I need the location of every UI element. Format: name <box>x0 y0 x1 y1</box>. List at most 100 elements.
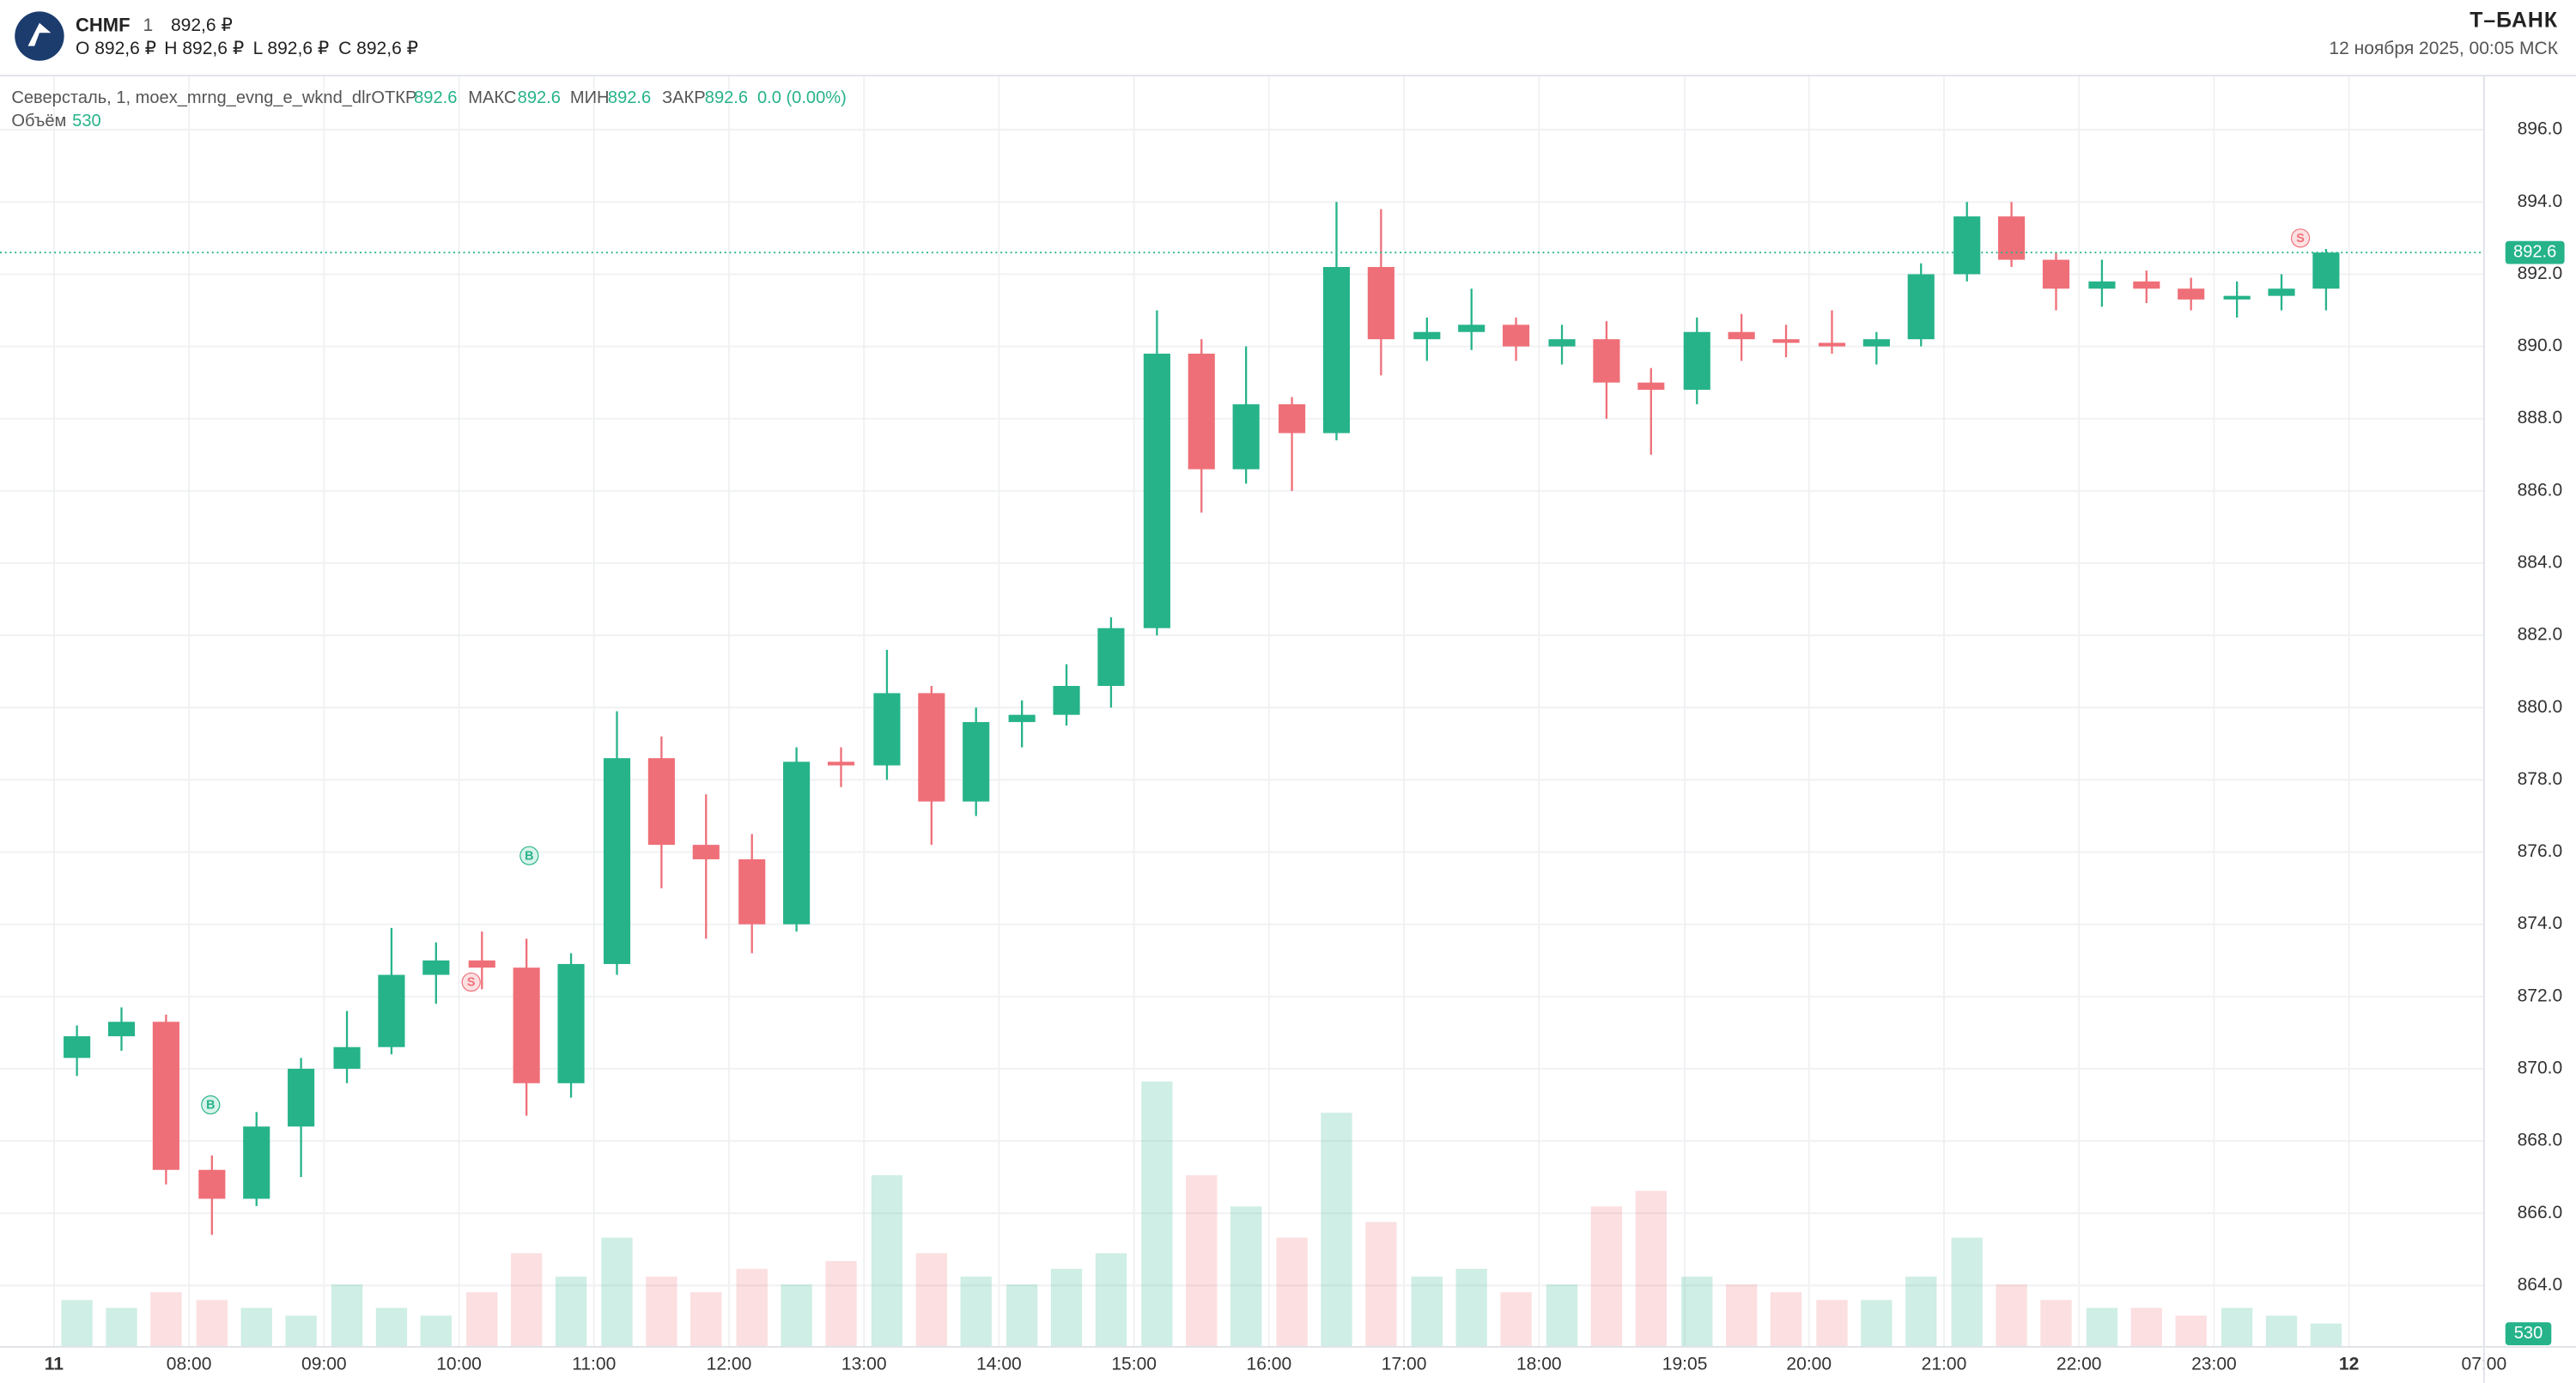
volume-bar <box>1725 1284 1758 1347</box>
volume-bar <box>106 1307 137 1347</box>
candle-body <box>1907 274 1935 340</box>
candle-body <box>243 1126 270 1199</box>
candle-body <box>1279 403 1306 434</box>
volume-bar <box>511 1253 543 1347</box>
volume-bar <box>1546 1284 1578 1347</box>
volume-bar <box>331 1284 363 1347</box>
candle-body <box>2312 252 2340 289</box>
legend-value: 892.6 <box>414 88 457 107</box>
y-tick-label: 888.0 <box>2518 408 2563 428</box>
volume-bar <box>1635 1191 1667 1347</box>
volume-bar <box>2265 1315 2298 1347</box>
y-tick-label: 892.0 <box>2518 264 2563 283</box>
logo[interactable] <box>15 11 64 61</box>
volume-bar <box>1861 1300 1893 1347</box>
y-tick-label: 872.0 <box>2518 986 2563 1005</box>
x-tick-label: 12 <box>2339 1355 2359 1374</box>
trade-marker[interactable] <box>2290 228 2311 248</box>
trade-marker-label: S <box>467 976 476 990</box>
y-tick-label: 884.0 <box>2518 553 2563 573</box>
volume-bar <box>960 1277 992 1347</box>
candle-body <box>1862 339 1890 347</box>
x-tick-label: 13:00 <box>841 1355 887 1374</box>
candle-body <box>1458 325 1485 332</box>
legend-label: МИН <box>570 88 610 107</box>
y-tick-label: 864.0 <box>2518 1275 2563 1295</box>
symbol[interactable]: CHMF <box>76 14 131 35</box>
y-tick-label: 886.0 <box>2518 480 2563 500</box>
volume-bar <box>1321 1113 1352 1347</box>
x-tick-label: 11:00 <box>572 1355 616 1374</box>
x-tick-label: 16:00 <box>1247 1355 1292 1374</box>
y-tick-label: 876.0 <box>2518 841 2563 861</box>
legend-label: МАКС <box>468 88 516 107</box>
volume-bar <box>2086 1307 2118 1347</box>
volume-bar <box>420 1315 452 1347</box>
volume-tag-label: 530 <box>2514 1324 2543 1343</box>
candle-body <box>918 693 945 802</box>
candle-body <box>1772 339 1800 343</box>
volume-bar <box>601 1237 633 1347</box>
datetime: 12 ноября 2025, 00:05 МСК <box>2329 39 2558 58</box>
candle-body <box>107 1022 136 1037</box>
volume-tag <box>2505 1322 2552 1345</box>
volume-bar <box>196 1300 228 1347</box>
y-tick-label: 896.0 <box>2518 119 2563 139</box>
trade-marker[interactable] <box>201 1095 221 1115</box>
trade-marker[interactable] <box>519 846 539 865</box>
candle-body <box>468 960 495 968</box>
volume-bar <box>736 1269 768 1347</box>
x-tick-label: 11 <box>45 1355 64 1374</box>
candle-body <box>198 1169 226 1199</box>
candle-body <box>2268 288 2295 296</box>
candle-body <box>963 722 990 802</box>
candle-body <box>1008 714 1036 723</box>
trade-marker[interactable] <box>461 972 481 992</box>
volume-bar <box>1230 1206 1262 1347</box>
y-tick-label: 866.0 <box>2518 1203 2563 1222</box>
candle-body <box>1593 339 1620 383</box>
x-tick-label: 10:00 <box>436 1355 482 1374</box>
x-tick-label: 09:00 <box>301 1355 347 1374</box>
candle-body <box>2178 288 2205 300</box>
x-tick-label: 08:00 <box>167 1355 212 1374</box>
volume-bar <box>2175 1315 2207 1347</box>
volume-bar <box>466 1292 498 1347</box>
volume-bar <box>61 1300 93 1347</box>
ohlc-low: L 892,6 ₽ <box>253 39 330 58</box>
trade-marker-label: B <box>206 1099 215 1113</box>
x-tick-label: 19:05 <box>1662 1355 1708 1374</box>
candle-body <box>378 974 405 1047</box>
brand: Т–БАНК <box>2470 8 2558 32</box>
volume-bar <box>150 1292 182 1347</box>
volume-bar <box>646 1277 677 1347</box>
candle-body <box>1953 216 1981 275</box>
volume-bar <box>285 1315 317 1347</box>
y-tick-label: 894.0 <box>2518 191 2563 211</box>
volume-bar <box>2130 1307 2162 1347</box>
price-pane <box>64 202 2340 1235</box>
candle-body <box>783 761 811 925</box>
volume-bar <box>1816 1300 1848 1347</box>
candle-body <box>2088 281 2116 289</box>
legend-value: 892.6 <box>518 88 561 107</box>
volume-bar <box>375 1307 408 1347</box>
volume-bar <box>1996 1284 2027 1347</box>
volume-bar <box>1681 1277 1713 1347</box>
candle-body <box>422 960 450 975</box>
volume-bar <box>2310 1323 2342 1347</box>
candle-body <box>1548 339 1576 347</box>
volume-bar <box>781 1284 812 1347</box>
volume-bar <box>915 1253 947 1347</box>
volume-bar <box>1951 1237 1983 1347</box>
ohlc-high: H 892,6 ₽ <box>164 39 244 58</box>
volume-bar <box>2221 1307 2253 1347</box>
header: CHMF 1 892,6 ₽ O 892,6 ₽ H 892,6 ₽ L 892… <box>15 8 2559 61</box>
y-tick-label: 890.0 <box>2518 336 2563 355</box>
trade-marker-label: S <box>2296 232 2305 246</box>
y-tick-label: 870.0 <box>2518 1058 2563 1078</box>
interval[interactable]: 1 <box>143 15 153 35</box>
candle-body <box>873 693 901 766</box>
